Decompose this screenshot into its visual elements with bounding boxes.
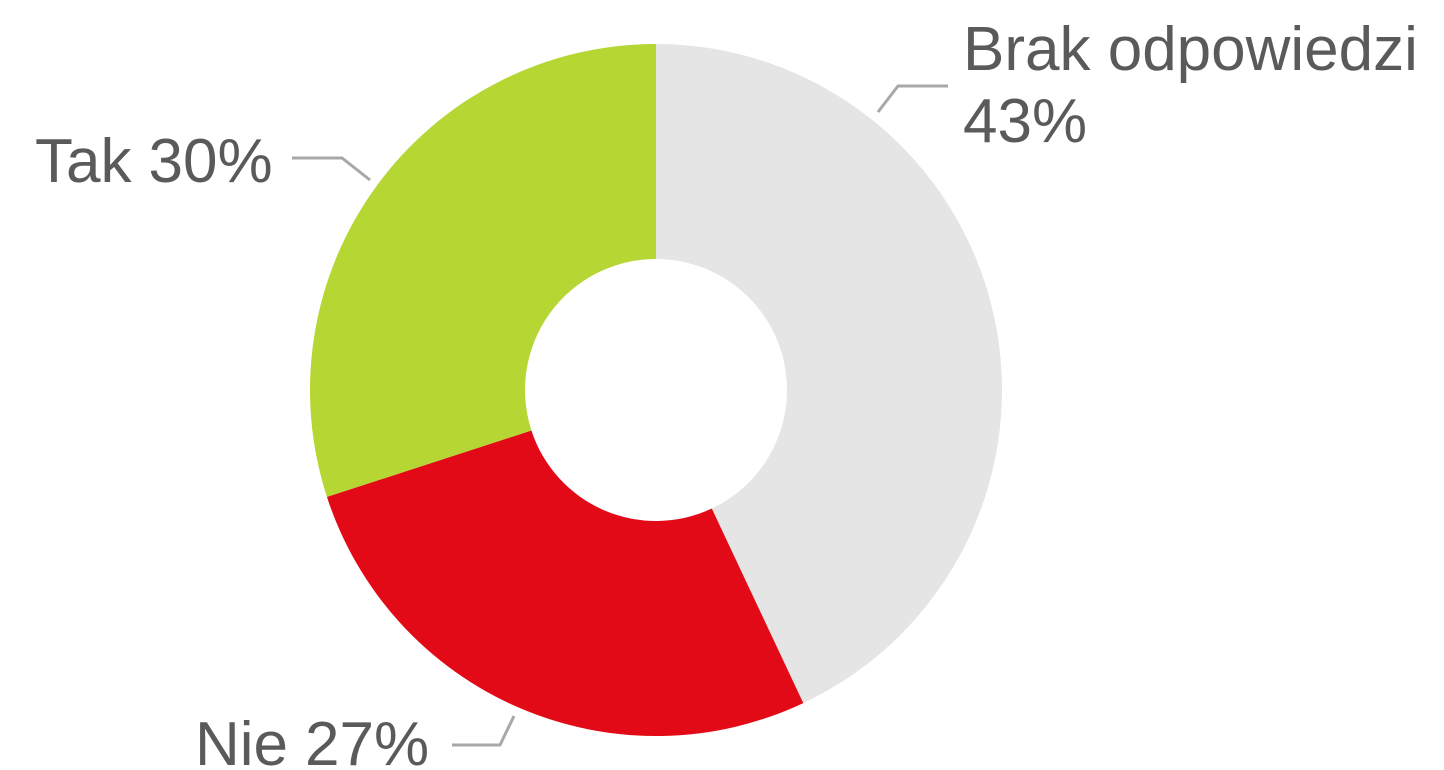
value-label: 30% — [148, 127, 272, 196]
slice-label: Nie 27% — [195, 710, 429, 770]
category-label: Nie — [195, 710, 288, 770]
leader-line — [292, 156, 371, 182]
value-label: 27% — [305, 710, 429, 770]
donut-slice — [326, 430, 804, 737]
donut-slice — [309, 44, 656, 497]
category-label: Tak — [35, 127, 132, 196]
leader-line — [452, 715, 516, 747]
donut-slice — [656, 44, 1003, 704]
value-label: 43% — [963, 87, 1087, 156]
leader-line — [876, 84, 948, 113]
slice-label: Tak 30% — [35, 127, 273, 196]
slice-label: Brak odpowiedzi 43% — [963, 15, 1418, 156]
category-label: Brak odpowiedzi — [963, 15, 1418, 84]
